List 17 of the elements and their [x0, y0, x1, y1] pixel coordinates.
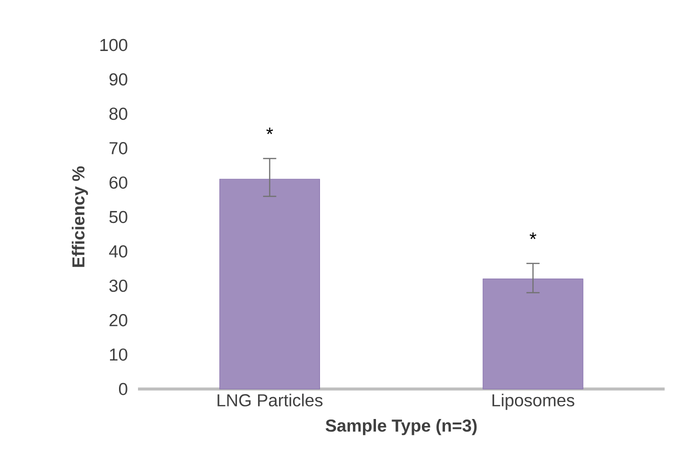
- y-axis-title: Efficiency %: [72, 166, 88, 267]
- y-tick-label: 10: [110, 348, 128, 361]
- y-tick-label: 50: [109, 210, 128, 224]
- y-tick-label: 70: [110, 142, 128, 154]
- y-tick-label: 90: [110, 73, 128, 86]
- x-tick-label: LNG Particles: [218, 394, 322, 406]
- y-tick-label: 100: [100, 38, 128, 52]
- y-tick-label: 20: [110, 314, 128, 326]
- x-axis-title: Sample Type (n=3): [326, 419, 477, 436]
- annotation: *: [266, 128, 274, 134]
- y-tick-label: 60: [110, 176, 128, 189]
- y-tick-label: 30: [109, 280, 128, 292]
- x-tick-label: Liposomes: [492, 394, 574, 410]
- annotation: *: [530, 232, 536, 240]
- y-tick-label: 40: [109, 245, 128, 258]
- y-tick-label: 0: [118, 382, 128, 396]
- y-tick-label: 80: [109, 108, 128, 120]
